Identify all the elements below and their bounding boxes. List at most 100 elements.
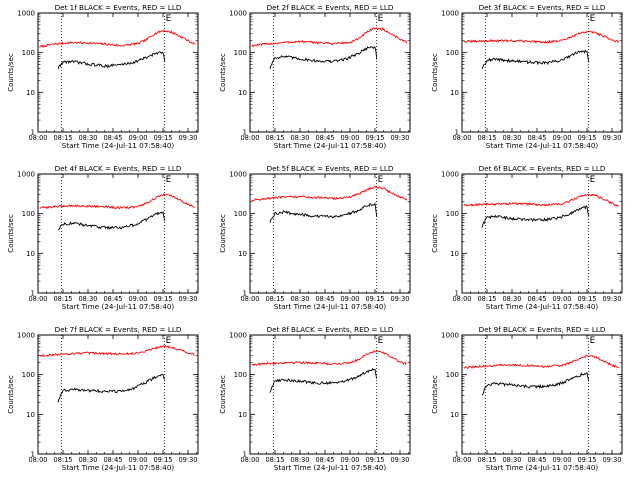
x-tick-label: 08:30 — [78, 295, 97, 303]
x-tick-label: 09:00 — [340, 295, 359, 303]
x-tick-label: 08:45 — [103, 456, 122, 464]
events-series — [481, 371, 590, 396]
y-axis-label: Counts/sec — [7, 214, 15, 253]
x-tick-label: 08:00 — [452, 134, 471, 142]
y-tick-label: 100 — [234, 210, 247, 218]
event-marker-label: E — [590, 14, 596, 24]
x-tick-label: 09:00 — [128, 134, 147, 142]
y-tick-label: 10 — [238, 411, 247, 419]
y-tick-label: 1 — [243, 451, 247, 459]
plot-frame — [461, 12, 623, 133]
lld-series — [463, 193, 619, 207]
panel-title: Det 8f BLACK = Events, RED = LLD — [267, 325, 394, 334]
panel-title: Det 1f BLACK = Events, RED = LLD — [55, 3, 182, 12]
x-tick-label: 08:00 — [452, 295, 471, 303]
x-tick-label: 09:00 — [128, 456, 147, 464]
y-tick-label: 10 — [26, 89, 35, 97]
y-tick-label: 100 — [234, 371, 247, 379]
y-tick-label: 10 — [450, 89, 459, 97]
panel-6: Det 6f BLACK = Events, RED = LLD E 1 10 100 1… — [431, 164, 623, 311]
event-marker-label: E — [590, 175, 596, 185]
y-axis-label: Counts/sec — [431, 375, 439, 414]
y-tick-label: 1 — [243, 129, 247, 137]
x-axis-label: Start Time (24-Jul-11 07:58:40) — [62, 302, 175, 311]
y-tick-label: 1000 — [17, 332, 35, 340]
y-axis-label: Counts/sec — [219, 214, 227, 253]
x-tick-label: 09:15 — [365, 134, 384, 142]
x-tick-label: 09:30 — [390, 456, 409, 464]
x-tick-label: 09:30 — [178, 295, 197, 303]
events-series — [269, 46, 378, 70]
y-tick-label: 100 — [446, 49, 459, 57]
x-axis-label: Start Time (24-Jul-11 07:58:40) — [486, 302, 599, 311]
panel-title: Det 2f BLACK = Events, RED = LLD — [267, 3, 394, 12]
x-tick-label: 08:00 — [28, 456, 47, 464]
y-axis-label: Counts/sec — [431, 53, 439, 92]
panel-7: Det 7f BLACK = Events, RED = LLD E 1 10 100 1… — [7, 325, 199, 472]
x-tick-label: 08:30 — [290, 295, 309, 303]
x-tick-label: 08:00 — [28, 134, 47, 142]
plot-frame — [37, 334, 199, 455]
lld-series — [463, 354, 619, 369]
x-tick-label: 08:45 — [103, 134, 122, 142]
y-tick-label: 100 — [446, 371, 459, 379]
plot-frame — [249, 12, 411, 133]
x-tick-label: 08:30 — [290, 134, 309, 142]
event-marker-label: E — [166, 14, 172, 24]
y-tick-label: 1000 — [229, 171, 247, 179]
x-tick-label: 08:30 — [502, 295, 521, 303]
y-tick-label: 1000 — [441, 332, 459, 340]
panel-title: Det 7f BLACK = Events, RED = LLD — [55, 325, 182, 334]
x-tick-label: 09:15 — [153, 134, 172, 142]
x-tick-label: 09:30 — [602, 456, 621, 464]
x-tick-label: 09:00 — [340, 134, 359, 142]
panel-title: Det 9f BLACK = Events, RED = LLD — [479, 325, 606, 334]
x-tick-label: 08:30 — [78, 456, 97, 464]
y-tick-label: 1000 — [441, 171, 459, 179]
events-series — [57, 373, 166, 403]
y-axis-label: Counts/sec — [431, 214, 439, 253]
y-tick-label: 10 — [26, 411, 35, 419]
lld-series — [39, 29, 196, 49]
x-tick-label: 08:15 — [477, 295, 496, 303]
x-tick-label: 08:15 — [53, 295, 72, 303]
x-tick-label: 08:00 — [240, 295, 259, 303]
x-tick-label: 08:15 — [265, 456, 284, 464]
x-tick-label: 08:15 — [53, 134, 72, 142]
events-series — [269, 367, 378, 393]
y-axis-label: Counts/sec — [7, 375, 15, 414]
y-tick-label: 10 — [450, 250, 459, 258]
panel-2: Det 2f BLACK = Events, RED = LLD E 1 10 100 1… — [219, 3, 411, 150]
x-tick-label: 09:00 — [552, 295, 571, 303]
x-tick-label: 08:15 — [53, 456, 72, 464]
x-tick-label: 08:45 — [527, 295, 546, 303]
panel-9: Det 9f BLACK = Events, RED = LLD E 1 10 100 1… — [431, 325, 623, 472]
y-tick-label: 100 — [446, 210, 459, 218]
x-axis-label: Start Time (24-Jul-11 07:58:40) — [62, 141, 175, 150]
lld-series — [251, 350, 407, 366]
panel-4: Det 4f BLACK = Events, RED = LLD E 1 10 100 1… — [7, 164, 199, 311]
x-tick-label: 08:45 — [315, 134, 334, 142]
x-tick-label: 09:15 — [577, 134, 596, 142]
x-tick-label: 09:00 — [128, 295, 147, 303]
x-tick-label: 09:30 — [390, 134, 409, 142]
x-axis-label: Start Time (24-Jul-11 07:58:40) — [62, 463, 175, 472]
event-marker-label: E — [166, 175, 172, 185]
lld-series — [463, 30, 620, 44]
x-tick-label: 09:30 — [602, 134, 621, 142]
plot-frame — [249, 334, 411, 455]
y-tick-label: 1000 — [17, 10, 35, 18]
y-tick-label: 1000 — [441, 10, 459, 18]
x-tick-label: 08:15 — [265, 295, 284, 303]
y-tick-label: 10 — [26, 250, 35, 258]
plot-frame — [249, 173, 411, 294]
events-series — [481, 204, 590, 228]
plot-frame — [461, 173, 623, 294]
y-tick-label: 1 — [31, 290, 35, 298]
x-tick-label: 09:15 — [153, 295, 172, 303]
lld-series — [39, 193, 195, 210]
events-series — [481, 49, 590, 70]
event-marker-label: E — [166, 336, 172, 346]
plot-frame — [461, 334, 623, 455]
